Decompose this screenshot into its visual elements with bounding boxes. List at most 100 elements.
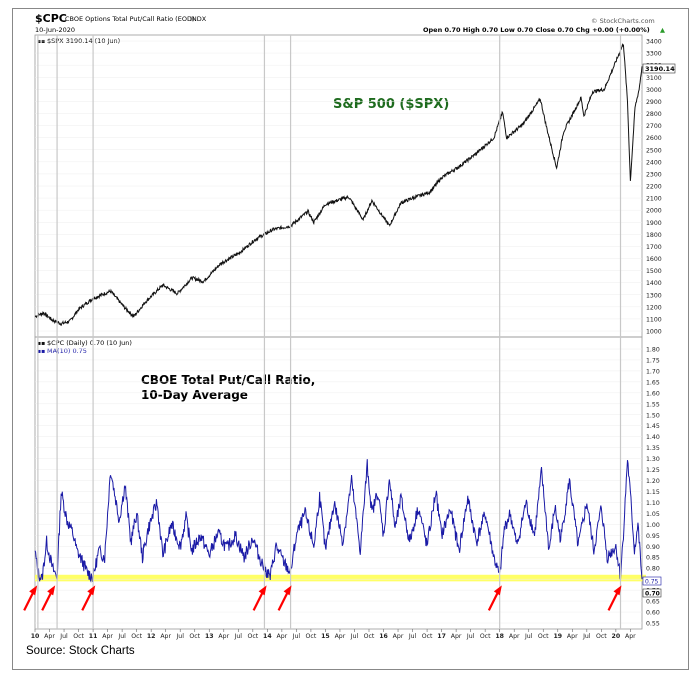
spx-y-tick-label: 1000 (646, 329, 662, 336)
red-arrow-head (613, 585, 622, 596)
x-tick-label: Apr (451, 633, 462, 640)
chart-svg: $CPC CBOE Options Total Put/Call Ratio (… (23, 12, 676, 640)
chart-frame: $CPC CBOE Options Total Put/Call Ratio (… (12, 8, 689, 670)
x-tick-label: 16 (379, 633, 388, 640)
highlight-band (35, 574, 646, 582)
x-tick-label: Apr (102, 633, 113, 640)
spx-gridlines (35, 40, 642, 332)
red-arrow-shaft (41, 589, 54, 611)
cpc-y-tick-label: 0.95 (646, 533, 660, 540)
spx-series-line (34, 43, 643, 327)
x-tick-label: Oct (247, 633, 258, 640)
spx-y-tick-label: 2700 (646, 123, 662, 130)
red-arrow-head (29, 585, 38, 596)
spx-y-tick-label: 1100 (646, 316, 662, 323)
red-arrow-shaft (81, 589, 94, 611)
red-arrow-shaft (487, 589, 500, 611)
x-tick-label: Apr (625, 633, 636, 640)
spx-y-tick-label: 1900 (646, 220, 662, 227)
ma-legend-marker: ▪▪ (37, 348, 45, 355)
red-arrow-head (258, 585, 267, 596)
cpc-y-tick-label: 1.00 (646, 522, 660, 529)
x-tick-label: Jul (350, 633, 359, 640)
cpc-y-tick-label: 1.45 (646, 423, 660, 430)
red-arrow-head (283, 585, 292, 596)
x-tick-label: Oct (364, 633, 375, 640)
cpc-y-tick-label: 1.05 (646, 511, 660, 518)
cpc-y-tick-label: 0.80 (646, 566, 660, 573)
x-tick-label: Oct (73, 633, 84, 640)
spx-y-tick-label: 2400 (646, 159, 662, 166)
spx-legend-marker: ▪▪ (37, 38, 45, 45)
red-arrow (23, 585, 38, 611)
cpc-gridlines (35, 348, 642, 624)
x-tick-label: Jul (408, 633, 417, 640)
x-tick-label: Jul (117, 633, 126, 640)
x-tick-label: 18 (495, 633, 504, 640)
red-arrow-shaft (23, 589, 36, 611)
cpc-y-tick-label: 1.40 (646, 434, 660, 441)
x-tick-label: 13 (205, 633, 214, 640)
red-arrow (41, 585, 56, 611)
cpc-y-tick-label: 1.75 (646, 357, 660, 364)
spx-y-tick-label: 2000 (646, 208, 662, 215)
x-tick-label: Jul (466, 633, 475, 640)
spx-y-tick-label: 2900 (646, 99, 662, 106)
ma-value-tag: 0.75 (642, 576, 662, 586)
cpc-y-tick-label: 1.55 (646, 401, 660, 408)
spx-y-tick-label: 2300 (646, 171, 662, 178)
cpc-y-tick-label: 0.55 (646, 621, 660, 628)
spx-y-tick-label: 3100 (646, 75, 662, 82)
x-tick-label: 15 (321, 633, 330, 640)
x-tick-label: 20 (612, 633, 621, 640)
cpc-y-tick-label: 1.30 (646, 456, 660, 463)
x-tick-label: Apr (335, 633, 346, 640)
x-tick-label: 10 (31, 633, 40, 640)
x-tick-label: Oct (480, 633, 491, 640)
spx-y-tick-label: 1600 (646, 256, 662, 263)
red-arrow (81, 585, 96, 611)
x-tick-label: 11 (89, 633, 98, 640)
spx-y-tick-label: 1700 (646, 244, 662, 251)
cpc-y-tick-label: 0.60 (646, 610, 660, 617)
spx-y-tick-label: 1300 (646, 292, 662, 299)
x-tick-label: Oct (306, 633, 317, 640)
spx-y-tick-label: 1800 (646, 232, 662, 239)
x-tick-label: Apr (160, 633, 171, 640)
red-arrow-shaft (607, 589, 620, 611)
x-tick-label: Apr (567, 633, 578, 640)
cpc-y-tick-label: 0.85 (646, 555, 660, 562)
x-tick-label: Apr (218, 633, 229, 640)
x-tick-label: Oct (596, 633, 607, 640)
header-watermark: © StockCharts.com (591, 17, 655, 25)
header-date: 10-Jun-2020 (35, 26, 75, 34)
cpc-y-tick-label: 1.50 (646, 412, 660, 419)
cpc-y-tick-label: 1.35 (646, 445, 660, 452)
x-tick-label: Jul (524, 633, 533, 640)
cpc-last-value: 0.70 (645, 591, 660, 598)
spx-y-tick-label: 3300 (646, 51, 662, 58)
cpc-y-tick-label: 0.90 (646, 544, 660, 551)
spx-y-tick-label: 1200 (646, 304, 662, 311)
spx-last-value-tag: 3190.14 (642, 63, 676, 74)
spx-y-tick-label: 2600 (646, 135, 662, 142)
red-arrow (252, 585, 267, 611)
spx-y-tick-label: 1400 (646, 280, 662, 287)
red-arrow-head (47, 585, 56, 596)
cpc-legend-marker: ▪▪ (37, 340, 45, 347)
red-arrow (607, 585, 622, 611)
header-ohlc-arrow: ▲ (660, 26, 665, 34)
cpc-annotation-line2: 10-Day Average (141, 388, 248, 402)
red-arrow-shaft (277, 589, 290, 611)
ma-series-line (34, 459, 643, 583)
spx-y-tick-label: 2100 (646, 196, 662, 203)
ma-legend: MA(10) 0.75 (47, 347, 87, 355)
cpc-y-tick-label: 1.80 (646, 347, 660, 354)
header-ohlc: Open 0.70 High 0.70 Low 0.70 Close 0.70 … (423, 26, 650, 34)
x-tick-label: Oct (422, 633, 433, 640)
x-tick-label: Apr (509, 633, 520, 640)
cpc-y-tick-label: 1.25 (646, 467, 660, 474)
cpc-y-axis: 0.55 0.60 0.650.70 0.75 0.80 0.85 0.90 0.95 1.00… (646, 347, 660, 628)
source-caption: Source: Stock Charts (26, 645, 135, 657)
cpc-y-tick-label: 0.65 (646, 599, 660, 606)
